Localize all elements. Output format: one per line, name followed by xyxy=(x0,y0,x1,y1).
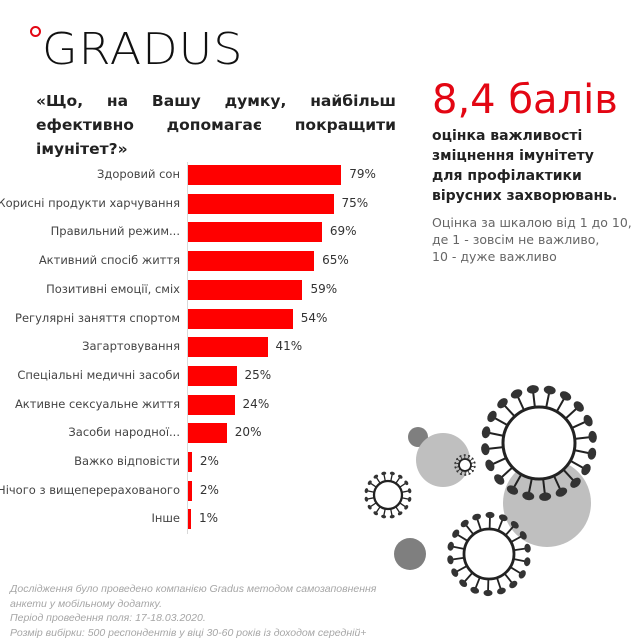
virus-tiny-icon xyxy=(454,454,476,476)
bar xyxy=(188,394,235,415)
footer-line: анкети у мобільному додатку. xyxy=(10,597,163,610)
logo-text: GRADUS xyxy=(42,23,244,75)
bar-value-label: 20% xyxy=(234,425,262,440)
chart-axis xyxy=(187,162,188,534)
score-value: 8,4 балів xyxy=(432,77,618,123)
bar xyxy=(188,452,192,472)
bar-label: Здоровий сон xyxy=(97,167,180,181)
bar xyxy=(188,365,237,386)
bar xyxy=(188,423,227,444)
footer-line: Період проведення поля: 17-18.03.2020. xyxy=(10,612,206,624)
bar-label: Корисні продукти харчування xyxy=(0,195,180,210)
bar-label: Спеціальні медичні засоби xyxy=(17,367,180,382)
bar-label: Активне сексуальне життя xyxy=(14,396,180,411)
logo-degree-icon xyxy=(30,26,41,37)
bar-row: Здоровий сон 79% xyxy=(0,164,400,186)
methodology-note: Дослідження було проведено компанією Gra… xyxy=(10,582,410,640)
bar-row: Корисні продукти харчування 75% xyxy=(0,193,400,215)
bar-row: Активний спосіб життя 65% xyxy=(0,250,400,272)
scale-note-line: Оцінка за шкалою від 1 до 10, xyxy=(432,215,632,230)
footer-line: Розмір вибірки: 500 респондентів у віці … xyxy=(10,626,367,639)
bar-label: Активний спосіб життя xyxy=(38,253,180,268)
footer-line: Дослідження було проведено компанією Gra… xyxy=(10,583,377,595)
bar xyxy=(188,165,342,185)
bar-value-label: 2% xyxy=(199,454,219,468)
dark-circle-icon xyxy=(394,538,426,570)
bar-value-label: 59% xyxy=(310,281,338,296)
bar-row: Нічого з вищеперерахованого 2% xyxy=(0,480,400,502)
bar-chart: Здоровий сон 79% Корисні продукти харчуван… xyxy=(0,160,400,540)
light-circle-icon xyxy=(503,459,591,547)
bar-value-label: 79% xyxy=(349,167,376,181)
bar xyxy=(188,222,322,243)
bar-row: Регулярні заняття спортом 54% xyxy=(0,308,400,330)
bar-value-label: 54% xyxy=(300,310,328,325)
bar-value-label: 2% xyxy=(199,482,219,497)
bar-label: Позитивні емоції, сміх xyxy=(46,281,180,296)
bar-row: Правильний режим... 69% xyxy=(0,221,400,243)
bar-row: Спеціальні медичні засоби 25% xyxy=(0,365,400,387)
chart-question-title: «Що, на Вашу думку, найбільш ефективно д… xyxy=(36,92,396,158)
bar-value-label: 41% xyxy=(275,339,303,354)
bar-label: Інше xyxy=(151,511,180,526)
bar-label: Загартовування xyxy=(82,339,180,354)
bar xyxy=(188,193,334,214)
virus-small-icon xyxy=(364,471,412,519)
bar-value-label: 69% xyxy=(329,224,357,239)
scale-note-line: де 1 - зовсім не важливо, xyxy=(432,232,600,247)
bar-label: Регулярні заняття спортом xyxy=(15,310,180,325)
bar-row: Загартовування 41% xyxy=(0,336,400,358)
bar-label: Засоби народної... xyxy=(68,425,180,440)
bar-value-label: 24% xyxy=(242,396,270,411)
bar-label: Нічого з вищеперерахованого xyxy=(0,482,180,497)
bar-row: Важко відповісти 2% xyxy=(0,451,400,473)
virus-illustration xyxy=(364,385,597,597)
bar-row: Позитивні емоції, сміх 59% xyxy=(0,279,400,301)
bar xyxy=(188,337,268,358)
bar-value-label: 75% xyxy=(341,195,369,210)
bar-value-label: 25% xyxy=(244,367,272,382)
bar-row: Активне сексуальне життя 24% xyxy=(0,394,400,416)
light-circle-icon xyxy=(416,433,470,487)
bar-row: Засоби народної... 20% xyxy=(0,422,400,444)
bar xyxy=(188,279,303,300)
scale-note: Оцінка за шкалою від 1 до 10, де 1 - зов… xyxy=(432,214,632,265)
bar-value-label: 65% xyxy=(322,253,349,268)
virus-large-icon xyxy=(481,385,597,501)
score-description: оцінка важливості зміцнення імунітету дл… xyxy=(432,128,618,204)
bar xyxy=(188,308,293,329)
bar xyxy=(188,509,191,530)
bar-label: Важко відповісти xyxy=(74,454,180,468)
bar xyxy=(188,251,315,272)
virus-medium-icon xyxy=(447,511,531,597)
bar-row: Інше 1% xyxy=(0,508,400,530)
bar xyxy=(188,480,192,501)
bar-label: Правильний режим... xyxy=(50,224,180,239)
scale-note-line: 10 - дуже важливо xyxy=(432,249,557,264)
bar-value-label: 1% xyxy=(199,511,219,526)
